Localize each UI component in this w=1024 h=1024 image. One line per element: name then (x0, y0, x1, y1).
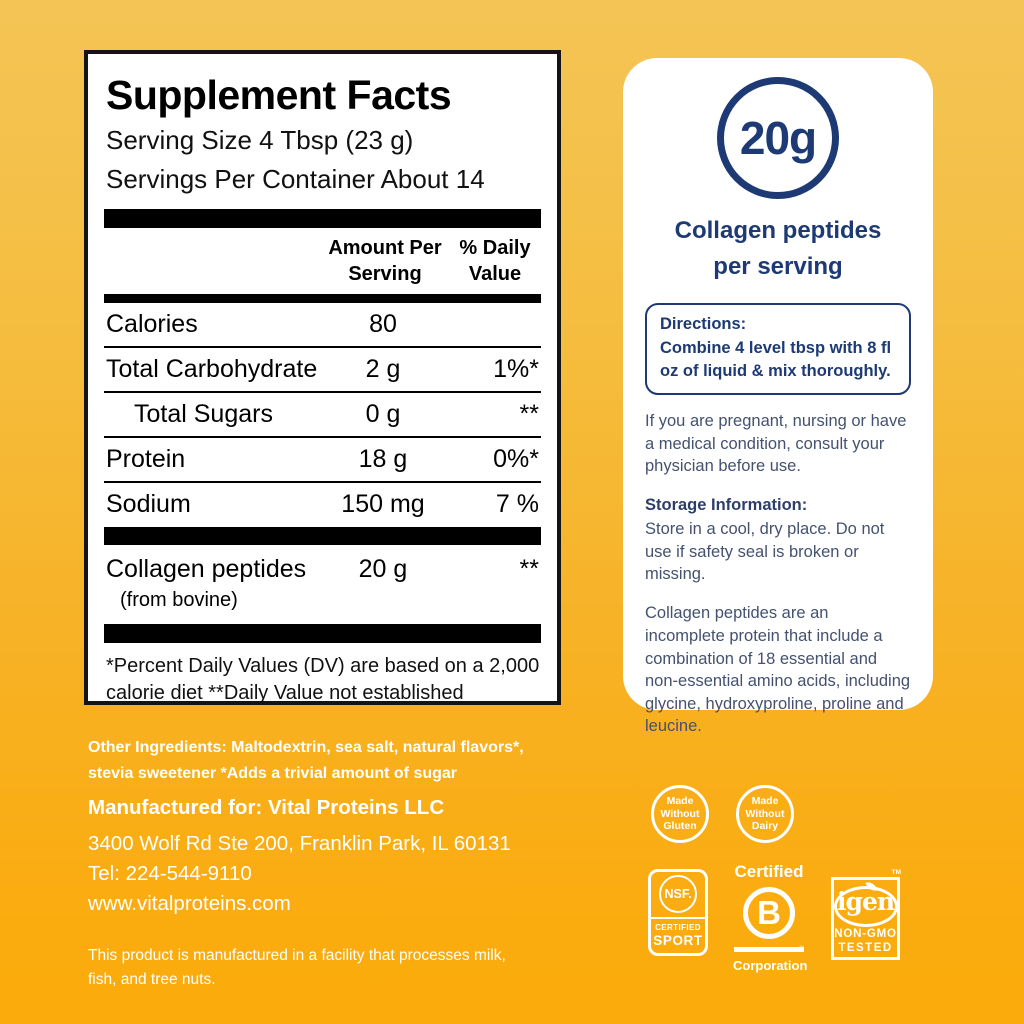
b-corp-logo-icon: B (743, 887, 795, 939)
directions-title: Directions: (660, 315, 747, 333)
contact-block: 3400 Wolf Rd Ste 200, Franklin Park, IL … (88, 829, 566, 919)
column-header-spacer (104, 235, 321, 287)
nutrient-row-protein: Protein 18 g 0%* (104, 438, 541, 484)
collagen-description: Collagen peptides are an incomplete prot… (645, 604, 911, 736)
registered-trademark-icon: ® (798, 946, 804, 953)
grams-per-serving-badge: 20g (717, 77, 839, 199)
storage-information-title: Storage Information: (645, 496, 808, 515)
igen-logo-text: igen (836, 887, 895, 916)
daily-value-footnote: *Percent Daily Values (DV) are based on … (106, 655, 540, 704)
divider-bar-thick (104, 209, 541, 229)
nutrient-row-total-carbohydrate: Total Carbohydrate 2 g 1%* (104, 348, 541, 394)
allergen-note: This product is manufactured in a facili… (88, 946, 506, 989)
other-ingredients: Other Ingredients: Maltodextrin, sea sal… (88, 739, 524, 782)
nutrient-row-sodium: Sodium 150 mg 7 % (106, 490, 539, 519)
amount-column-header: Amount Per Serving (328, 237, 442, 286)
grams-badge-label: Collagen peptides per serving (674, 217, 882, 280)
nsf-divider (651, 917, 705, 919)
divider-bar-medium (104, 294, 541, 304)
divider-bar-thick (104, 527, 541, 546)
daily-value-column-header: % Daily Value (459, 237, 531, 286)
supplement-facts-panel: Supplement Facts Serving Size 4 Tbsp (23… (84, 50, 561, 705)
manufactured-for: Manufactured for: Vital Proteins LLC (88, 795, 445, 819)
column-headers: Amount Per Serving % Daily Value (104, 235, 541, 287)
nutrient-row-calories: Calories 80 (104, 303, 541, 349)
trademark-icon: TM (891, 869, 901, 876)
certified-b-corporation-badge: Certified B ® Corporation (733, 862, 808, 973)
address: 3400 Wolf Rd Ste 200, Franklin Park, IL … (88, 831, 511, 855)
divider-bar-thick (104, 624, 541, 644)
collagen-row-source: (from bovine) (120, 589, 238, 612)
storage-information-body: Store in a cool, dry place. Do not use i… (645, 520, 885, 584)
made-without-dairy-badge: Made Without Dairy (736, 785, 794, 843)
made-without-gluten-badge: Made Without Gluten (651, 785, 709, 843)
collagen-row-amount: 20 g (358, 555, 408, 584)
collagen-info-card: 20g Collagen peptides per serving Direct… (623, 58, 933, 735)
supplement-facts-title: Supplement Facts (106, 72, 452, 118)
directions-box: Directions: Combine 4 level tbsp with 8 … (645, 303, 911, 396)
nutrient-row-collagen-peptides: Collagen peptides (from bovine) 20 g ** (104, 545, 541, 624)
footer-text-block: Other Ingredients: Maltodextrin, sea sal… (88, 735, 566, 993)
igen-non-gmo-tested-badge: TM igen NON-GMO TESTED (831, 869, 901, 960)
website: www.vitalproteins.com (88, 891, 291, 915)
collagen-row-dv: ** (519, 555, 539, 584)
grams-value: 20g (739, 112, 817, 164)
telephone: Tel: 224-544-9110 (88, 861, 252, 885)
directions-body: Combine 4 level tbsp with 8 fl oz of liq… (660, 339, 892, 381)
igen-oval-outline (833, 886, 898, 927)
serving-size: Serving Size 4 Tbsp (23 g) (106, 125, 414, 156)
nutrient-row-total-sugars: Total Sugars 0 g ** (104, 393, 541, 439)
collagen-row-name: Collagen peptides (106, 555, 307, 584)
nsf-certified-sport-badge: NSF. CERTIFIED SPORT (648, 869, 708, 956)
servings-per-container: Servings Per Container About 14 (106, 163, 485, 194)
nsf-logo-icon: NSF. (659, 875, 697, 913)
b-corp-underline (734, 947, 804, 952)
pregnancy-note: If you are pregnant, nursing or have a m… (645, 412, 907, 476)
